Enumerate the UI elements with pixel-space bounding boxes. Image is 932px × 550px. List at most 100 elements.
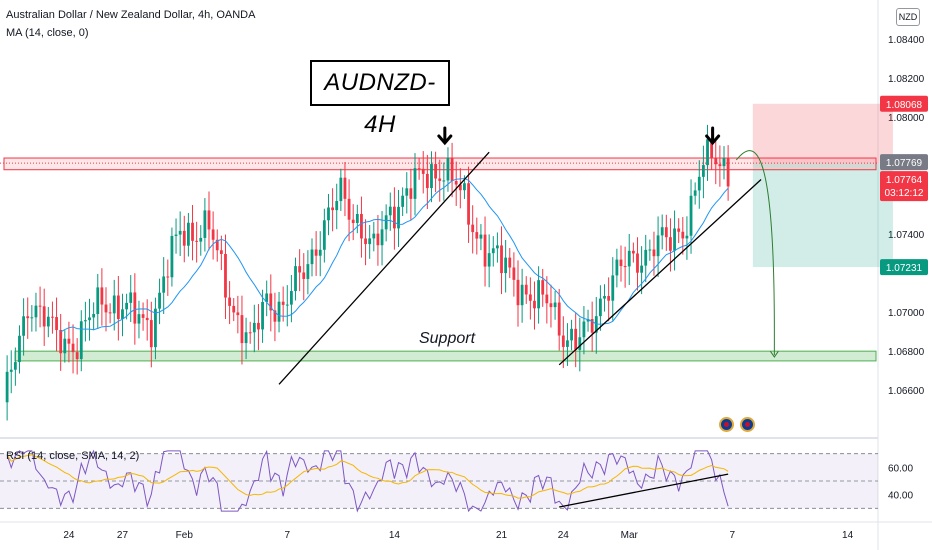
candle-body[interactable] (421, 168, 425, 174)
candle-body[interactable] (331, 207, 334, 211)
candle-body[interactable] (475, 232, 479, 239)
candle-body[interactable] (351, 219, 355, 224)
trendline-1[interactable] (278, 151, 490, 385)
candle-body[interactable] (574, 328, 578, 350)
candle-body[interactable] (512, 267, 516, 280)
candle-body[interactable] (339, 177, 343, 202)
candle-body[interactable] (46, 316, 50, 327)
candle-body[interactable] (22, 316, 25, 336)
projection-path[interactable] (735, 150, 775, 356)
candle-body[interactable] (689, 195, 693, 236)
candle-body[interactable] (306, 264, 310, 279)
down-arrow-icon[interactable] (437, 126, 453, 146)
candle-body[interactable] (199, 237, 203, 242)
rsi-indicator-label[interactable]: RSI (14, close, SMA, 14, 2) (6, 450, 140, 462)
price-tag-target-bottom[interactable] (880, 259, 928, 276)
candle-body[interactable] (355, 213, 359, 224)
candle-body[interactable] (566, 340, 569, 347)
candle-body[interactable] (669, 237, 672, 251)
rsi-line[interactable] (6, 449, 729, 513)
candle-body[interactable] (491, 248, 495, 254)
candle-body[interactable] (51, 316, 54, 318)
candle-body[interactable] (619, 259, 623, 267)
candle-body[interactable] (368, 238, 372, 245)
candle-body[interactable] (504, 257, 508, 274)
price-tag-last-price[interactable] (880, 171, 928, 202)
candle-body[interactable] (310, 249, 314, 265)
candle-body[interactable] (722, 158, 726, 167)
au-flag-event-icon-2[interactable] (740, 417, 755, 432)
rsi-trendline[interactable] (559, 473, 729, 508)
candle-body[interactable] (413, 168, 417, 199)
candle-body[interactable] (372, 233, 376, 239)
candle-body[interactable] (71, 343, 75, 353)
candle-body[interactable] (471, 224, 475, 233)
candle-body[interactable] (603, 296, 606, 299)
candle-body[interactable] (430, 164, 433, 189)
ma-indicator-label[interactable]: MA (14, close, 0) (6, 27, 89, 39)
candle-body[interactable] (290, 291, 293, 305)
candle-body[interactable] (285, 304, 289, 306)
candle-body[interactable] (582, 321, 586, 338)
take-profit-zone[interactable] (752, 163, 893, 268)
candle-body[interactable] (528, 294, 532, 301)
candle-body[interactable] (269, 293, 273, 311)
candle-body[interactable] (13, 362, 17, 370)
rsi-signal-line[interactable] (6, 454, 729, 499)
candle-body[interactable] (702, 165, 705, 177)
candle-body[interactable] (75, 352, 79, 360)
candle-body[interactable] (397, 206, 400, 229)
trendline-2[interactable] (558, 179, 762, 366)
candle-body[interactable] (277, 301, 281, 322)
candle-body[interactable] (298, 266, 302, 273)
candle-body[interactable] (553, 302, 557, 308)
candle-body[interactable] (409, 188, 413, 199)
candle-body[interactable] (137, 314, 141, 324)
candle-body[interactable] (537, 280, 540, 309)
candle-body[interactable] (380, 229, 384, 246)
candle-body[interactable] (496, 245, 499, 249)
candle-body[interactable] (100, 287, 104, 305)
candle-body[interactable] (627, 250, 631, 267)
candle-body[interactable] (195, 240, 199, 242)
candle-body[interactable] (219, 250, 223, 254)
candle-body[interactable] (92, 314, 96, 318)
candle-body[interactable] (570, 328, 573, 341)
candle-body[interactable] (88, 317, 91, 321)
candle-body[interactable] (96, 287, 100, 315)
candle-body[interactable] (55, 317, 58, 331)
candle-body[interactable] (302, 272, 306, 279)
candle-body[interactable] (121, 309, 124, 320)
candle-body[interactable] (611, 275, 615, 301)
candle-body[interactable] (84, 320, 87, 322)
candle-body[interactable] (660, 227, 664, 236)
candle-body[interactable] (318, 249, 322, 256)
candle-body[interactable] (149, 320, 153, 348)
candle-body[interactable] (516, 279, 520, 306)
candle-body[interactable] (182, 230, 186, 246)
candle-body[interactable] (710, 139, 714, 159)
candle-body[interactable] (706, 139, 709, 166)
candle-body[interactable] (425, 173, 429, 189)
candle-body[interactable] (191, 222, 194, 241)
candle-body[interactable] (273, 310, 277, 322)
candle-body[interactable] (388, 206, 392, 216)
candle-body[interactable] (434, 164, 437, 179)
candle-body[interactable] (314, 249, 318, 256)
candle-body[interactable] (108, 312, 112, 314)
candle-body[interactable] (615, 259, 619, 276)
candle-body[interactable] (125, 302, 128, 310)
candle-body[interactable] (549, 303, 553, 308)
candle-body[interactable] (578, 337, 582, 350)
candle-body[interactable] (240, 315, 244, 344)
candle-body[interactable] (607, 296, 611, 301)
candle-body[interactable] (30, 317, 34, 319)
candle-body[interactable] (405, 188, 409, 196)
au-flag-event-icon[interactable] (719, 417, 734, 432)
candle-body[interactable] (248, 332, 252, 334)
candle-body[interactable] (9, 369, 13, 372)
candle-body[interactable] (116, 295, 120, 320)
candle-body[interactable] (467, 183, 470, 225)
candle-body[interactable] (26, 316, 30, 319)
